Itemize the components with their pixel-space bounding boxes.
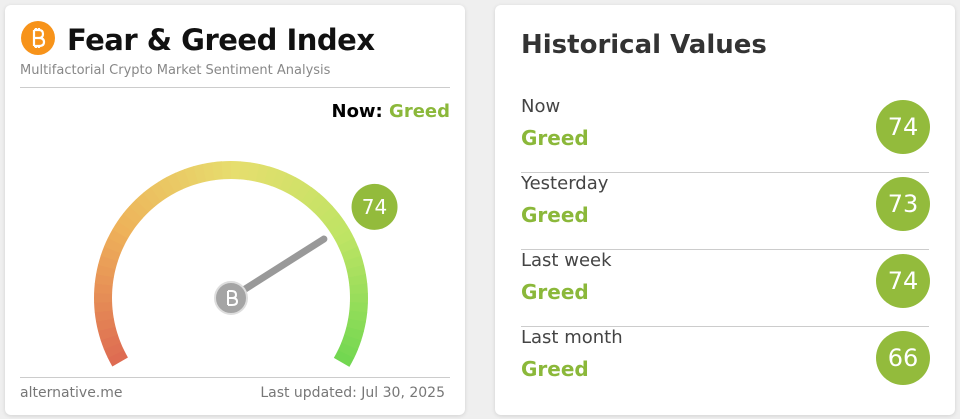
gauge-arc xyxy=(239,161,251,181)
gauge: 74 xyxy=(94,161,398,367)
gauge-arc xyxy=(293,181,312,203)
separator xyxy=(521,172,929,173)
gauge-arc xyxy=(271,169,288,190)
gauge-arc xyxy=(184,166,199,187)
gauge-arc xyxy=(94,273,114,286)
value-badge: 74 xyxy=(876,100,930,154)
period: Last week xyxy=(521,250,612,271)
value-label: 74 xyxy=(362,195,387,219)
history-row: Yesterday Greed 73 xyxy=(521,173,930,250)
gauge-arc xyxy=(123,205,143,225)
gauge-arc xyxy=(349,283,368,295)
period: Last month xyxy=(521,327,623,348)
now-class: Greed xyxy=(389,101,450,122)
classification: Greed xyxy=(521,357,589,381)
gauge-arc xyxy=(107,349,128,367)
gauge-arc xyxy=(346,264,367,278)
gauge-arc xyxy=(341,334,362,350)
gauge-arc xyxy=(112,220,133,239)
gauge-arc xyxy=(103,342,125,359)
gauge-arc xyxy=(166,172,184,193)
index-card: Fear & Greed Index Multifactorial Crypto… xyxy=(5,5,465,415)
gauge-arc xyxy=(211,161,224,181)
hub-logo xyxy=(227,290,239,306)
gauge-arc xyxy=(329,221,350,239)
gauge-arc xyxy=(247,162,260,182)
title: Fear & Greed Index xyxy=(67,23,375,57)
gauge-arc xyxy=(129,199,149,219)
value-badge: 73 xyxy=(876,177,930,231)
gauge-arc xyxy=(333,350,355,367)
gauge-arc xyxy=(334,229,355,247)
gauge-arc xyxy=(300,187,320,208)
gauge-arc xyxy=(319,206,340,226)
gauge-arc xyxy=(193,163,207,184)
value-badge: 66 xyxy=(876,331,930,385)
gauge-arc xyxy=(117,213,138,232)
gauge-arc xyxy=(100,334,121,350)
gauge-arc xyxy=(95,318,116,332)
gauge-arc xyxy=(158,176,176,198)
gauge-arc xyxy=(97,326,118,341)
gauge-arc xyxy=(337,237,359,254)
history-row: Last week Greed 74 xyxy=(521,250,930,327)
divider xyxy=(20,87,450,88)
gauge-arc xyxy=(286,177,305,198)
classification: Greed xyxy=(521,126,589,150)
value-badge xyxy=(351,183,398,230)
gauge-arc xyxy=(255,163,270,184)
divider xyxy=(20,377,450,378)
gauge-arc xyxy=(150,181,169,202)
gauge-arc xyxy=(344,255,365,270)
gauge-arc xyxy=(135,192,155,213)
historical-title: Historical Values xyxy=(521,30,767,60)
gauge-arc xyxy=(94,283,113,294)
gauge-arc xyxy=(107,229,129,246)
gauge-arc xyxy=(142,186,162,207)
gauge-arc xyxy=(307,193,327,213)
gauge-arc xyxy=(348,274,368,287)
separator xyxy=(521,326,929,327)
gauge-arc xyxy=(348,310,368,323)
bitcoin-logo xyxy=(21,21,55,55)
period: Now xyxy=(521,96,561,117)
gauge-arc xyxy=(313,199,334,219)
separator xyxy=(521,249,929,250)
gauge-arc xyxy=(175,169,191,190)
subtitle: Multifactorial Crypto Market Sentiment A… xyxy=(20,63,331,78)
history-row: Last month Greed 66 xyxy=(521,327,930,404)
gauge-arc xyxy=(202,162,215,182)
history-row: Now Greed 74 xyxy=(521,96,930,173)
classification: Greed xyxy=(521,280,589,304)
updated: Last updated: Jul 30, 2025 xyxy=(260,385,445,401)
gauge-arc xyxy=(344,326,364,341)
gauge-arc xyxy=(263,166,279,187)
gauge-arc xyxy=(341,246,362,262)
classification: Greed xyxy=(521,203,589,227)
source: alternative.me xyxy=(20,385,123,401)
gauge-arc xyxy=(98,255,118,270)
gauge-arc xyxy=(324,213,345,232)
period: Yesterday xyxy=(521,173,609,194)
gauge-arc xyxy=(346,318,366,332)
gauge-arc xyxy=(94,309,114,322)
historical-card: Historical Values Now Greed 74 Yesterday Gre… xyxy=(495,5,955,415)
gauge-arc xyxy=(96,264,116,278)
value-badge: 74 xyxy=(876,254,930,308)
now-label: Now: xyxy=(331,101,383,122)
now-status: Now: Greed xyxy=(332,101,451,122)
gauge-arc xyxy=(100,246,121,262)
gauge-arc xyxy=(103,237,125,254)
gauge-arc xyxy=(94,301,113,313)
gauge-arc xyxy=(349,302,368,313)
gauge-arc xyxy=(279,172,296,194)
gauge-arc xyxy=(337,342,359,359)
gauge-needle xyxy=(227,235,328,302)
